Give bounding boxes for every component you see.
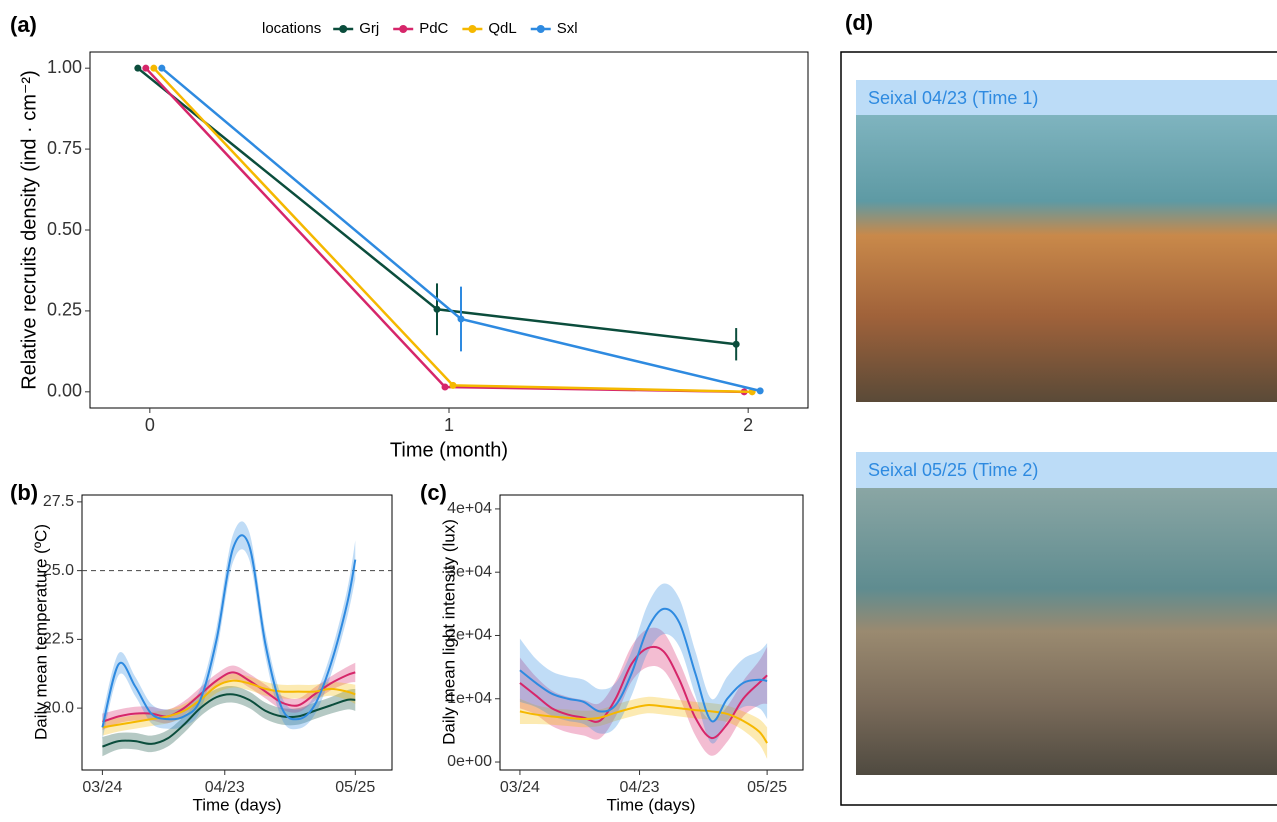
photo-caption: Seixal 04/23 (Time 1) bbox=[868, 88, 1038, 108]
legend-label: QdL bbox=[488, 20, 516, 37]
legend-title: locations bbox=[262, 20, 321, 37]
legend-label: PdC bbox=[419, 20, 448, 37]
y-tick-label: 1.00 bbox=[47, 57, 82, 77]
data-point bbox=[150, 65, 157, 72]
photo bbox=[856, 115, 1277, 402]
x-tick-label: 03/24 bbox=[82, 779, 122, 796]
legend-key bbox=[339, 25, 347, 33]
panel-label: (d) bbox=[845, 10, 873, 35]
figure: (d) Seixal 04/23 (Time 1) Seixal 05/25 (… bbox=[0, 0, 1277, 817]
photo bbox=[856, 488, 1277, 775]
x-tick-label: 04/23 bbox=[620, 779, 660, 796]
x-tick-label: 05/25 bbox=[335, 779, 375, 796]
data-point bbox=[757, 387, 764, 394]
y-tick-label: 0e+00 bbox=[447, 753, 492, 770]
y-tick-label: 4e+04 bbox=[447, 500, 492, 517]
data-point bbox=[442, 383, 449, 390]
data-point bbox=[142, 65, 149, 72]
panel-label: (a) bbox=[10, 12, 37, 37]
legend-label: Sxl bbox=[557, 20, 578, 37]
legend-key bbox=[537, 25, 545, 33]
x-axis-label: Time (days) bbox=[192, 795, 281, 814]
photo-caption: Seixal 05/25 (Time 2) bbox=[868, 460, 1038, 480]
data-point bbox=[458, 316, 465, 323]
y-tick-label: 27.5 bbox=[43, 493, 74, 510]
panel-label: (b) bbox=[10, 480, 38, 505]
y-axis-label: Daily mean temperature (ºC) bbox=[31, 524, 50, 740]
data-point bbox=[134, 65, 141, 72]
x-tick-label: 04/23 bbox=[205, 779, 245, 796]
x-tick-label: 05/25 bbox=[747, 779, 787, 796]
data-point bbox=[733, 341, 740, 348]
y-axis-label: Relative recruits density (ind · cm⁻²) bbox=[18, 70, 40, 390]
legend-key bbox=[399, 25, 407, 33]
x-tick-label: 03/24 bbox=[500, 779, 540, 796]
y-tick-label: 0.50 bbox=[47, 219, 82, 239]
x-axis-label: Time (month) bbox=[390, 439, 508, 461]
x-tick-label: 1 bbox=[444, 415, 454, 435]
x-axis-label: Time (days) bbox=[606, 795, 695, 814]
data-point bbox=[158, 65, 165, 72]
y-tick-label: 0.25 bbox=[47, 300, 82, 320]
data-point bbox=[434, 306, 441, 313]
y-tick-label: 0.75 bbox=[47, 138, 82, 158]
legend-key bbox=[468, 25, 476, 33]
y-tick-label: 0.00 bbox=[47, 381, 82, 401]
panel-label: (c) bbox=[420, 480, 447, 505]
y-axis-label: Daily mean light intensity (lux) bbox=[439, 519, 458, 745]
x-tick-label: 2 bbox=[743, 415, 753, 435]
data-point bbox=[450, 382, 457, 389]
legend-label: Grj bbox=[359, 20, 379, 37]
x-tick-label: 0 bbox=[145, 415, 155, 435]
